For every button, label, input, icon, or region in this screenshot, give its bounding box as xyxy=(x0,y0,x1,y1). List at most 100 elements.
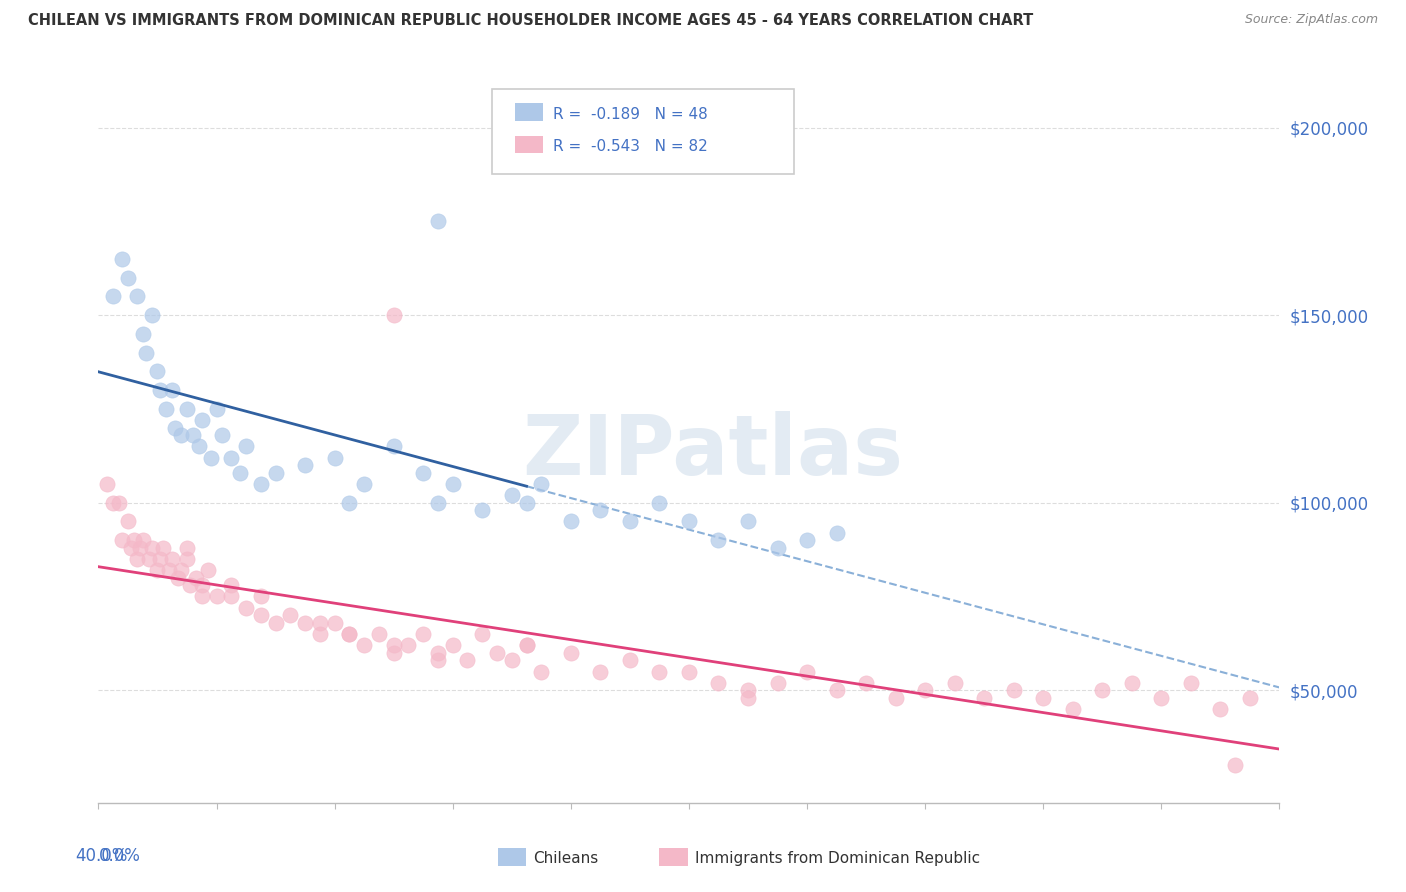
Point xyxy=(619,515,641,529)
Point xyxy=(368,627,391,641)
Point xyxy=(152,541,174,555)
Point xyxy=(250,590,273,604)
Text: Chileans: Chileans xyxy=(533,852,598,866)
Point xyxy=(221,578,243,592)
Point xyxy=(382,646,405,660)
Point xyxy=(323,450,346,465)
Point xyxy=(264,615,287,630)
Point xyxy=(191,413,214,427)
Point xyxy=(560,646,582,660)
Point xyxy=(589,503,612,517)
Point xyxy=(125,289,148,303)
Point xyxy=(457,653,479,667)
Point xyxy=(530,477,553,491)
Point xyxy=(339,496,361,510)
Point xyxy=(264,466,287,480)
Point xyxy=(648,496,671,510)
Text: CHILEAN VS IMMIGRANTS FROM DOMINICAN REPUBLIC HOUSEHOLDER INCOME AGES 45 - 64 YE: CHILEAN VS IMMIGRANTS FROM DOMINICAN REP… xyxy=(28,13,1033,29)
Point xyxy=(103,289,125,303)
Point xyxy=(943,675,966,690)
Point xyxy=(197,563,219,577)
Text: 0.0%: 0.0% xyxy=(98,847,141,864)
Point xyxy=(855,675,877,690)
Point xyxy=(135,345,157,359)
Point xyxy=(96,477,118,491)
Point xyxy=(382,638,405,652)
Point xyxy=(167,571,190,585)
Point xyxy=(427,496,450,510)
Text: 40.0%: 40.0% xyxy=(76,847,128,864)
Point xyxy=(427,646,450,660)
Point xyxy=(211,428,233,442)
Point xyxy=(589,665,612,679)
Point xyxy=(1032,690,1054,705)
Point xyxy=(323,615,346,630)
Text: Source: ZipAtlas.com: Source: ZipAtlas.com xyxy=(1244,13,1378,27)
Point xyxy=(250,608,273,623)
Point xyxy=(648,665,671,679)
Point xyxy=(309,615,332,630)
Point xyxy=(181,428,204,442)
Point xyxy=(157,563,180,577)
Point xyxy=(427,653,450,667)
Point xyxy=(191,578,214,592)
Point xyxy=(825,683,848,698)
Point xyxy=(796,665,818,679)
Point xyxy=(132,326,155,341)
Point xyxy=(501,488,523,502)
Point xyxy=(221,590,243,604)
Point xyxy=(132,533,155,548)
Point xyxy=(1239,690,1261,705)
Point xyxy=(1180,675,1202,690)
Text: R =  -0.189   N = 48: R = -0.189 N = 48 xyxy=(553,107,707,121)
Point xyxy=(1225,758,1247,772)
Point xyxy=(471,627,494,641)
Point xyxy=(516,638,538,652)
Point xyxy=(141,308,163,322)
Point xyxy=(1150,690,1173,705)
Point xyxy=(619,653,641,667)
Point xyxy=(884,690,907,705)
Point xyxy=(412,627,434,641)
Point xyxy=(441,638,464,652)
Point xyxy=(205,590,228,604)
Point xyxy=(162,552,183,566)
Point xyxy=(382,440,405,454)
Point xyxy=(501,653,523,667)
Point xyxy=(766,675,789,690)
Point xyxy=(191,590,214,604)
Point xyxy=(973,690,995,705)
Point xyxy=(235,440,257,454)
Point xyxy=(471,503,494,517)
Point xyxy=(530,665,553,679)
Point xyxy=(111,533,134,548)
Point xyxy=(149,383,172,397)
Point xyxy=(122,533,145,548)
Point xyxy=(205,401,228,416)
Point xyxy=(138,552,160,566)
Point xyxy=(737,683,759,698)
Point xyxy=(280,608,302,623)
Point xyxy=(120,541,142,555)
Point xyxy=(176,541,198,555)
Point xyxy=(184,571,207,585)
Point xyxy=(176,401,198,416)
Point xyxy=(678,515,700,529)
Point xyxy=(294,458,316,473)
Point xyxy=(516,638,538,652)
Point xyxy=(221,450,243,465)
Point xyxy=(176,552,198,566)
Point xyxy=(382,308,405,322)
Point xyxy=(146,563,169,577)
Point xyxy=(200,450,222,465)
Point xyxy=(1209,702,1232,716)
Point xyxy=(149,552,172,566)
Point xyxy=(1002,683,1025,698)
Point xyxy=(1091,683,1114,698)
Point xyxy=(309,627,332,641)
Point xyxy=(235,600,257,615)
Point xyxy=(737,515,759,529)
Point xyxy=(117,270,139,285)
Point xyxy=(516,496,538,510)
Point xyxy=(398,638,420,652)
